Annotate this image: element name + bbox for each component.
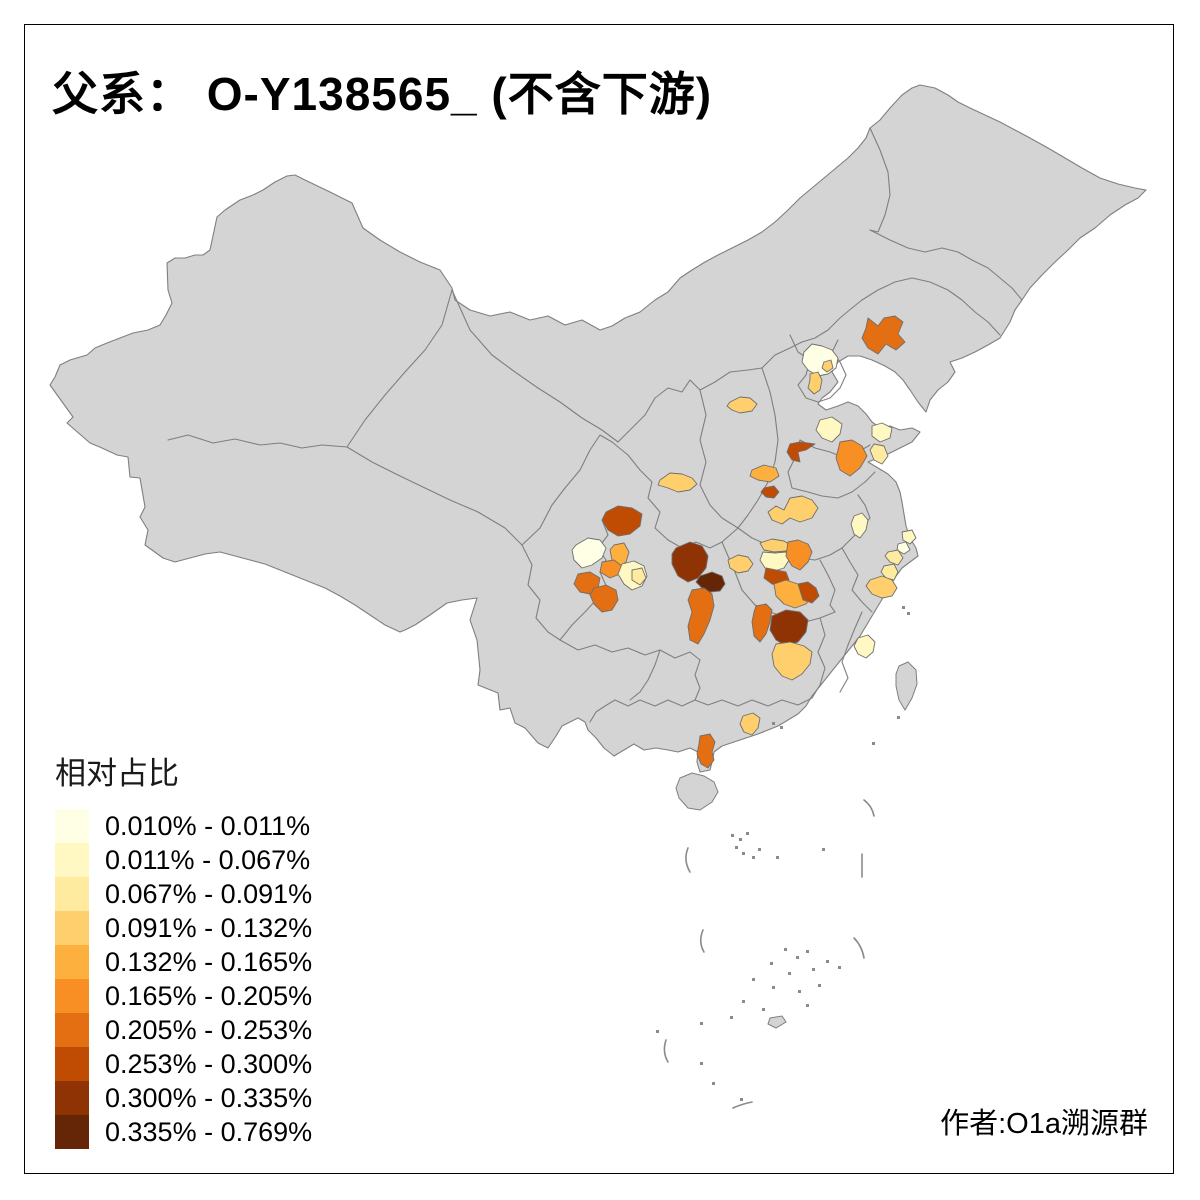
region-patch (657, 472, 698, 493)
legend-label: 0.300% - 0.335% (105, 1082, 313, 1113)
region-patch (884, 549, 904, 566)
region-patch (869, 443, 889, 465)
legend-swatch (55, 1047, 89, 1081)
legend-row: 0.067% - 0.091% (55, 877, 312, 911)
legend-swatch (55, 979, 89, 1013)
choropleth-patches (571, 315, 917, 769)
region-patch (785, 539, 813, 571)
legend-swatch (55, 877, 89, 911)
region-patch (896, 541, 911, 555)
legend-label: 0.165% - 0.205% (105, 980, 313, 1011)
legend-row: 0.132% - 0.165% (55, 945, 312, 979)
author-credit: 作者:O1a溯源群 (940, 1108, 1148, 1140)
islands (656, 606, 918, 1109)
legend-label: 0.205% - 0.253% (105, 1014, 313, 1045)
region-patch (671, 541, 709, 583)
region-patch (880, 563, 899, 581)
region-patch (760, 485, 780, 499)
legend-row: 0.253% - 0.300% (55, 1047, 312, 1081)
legend-label: 0.011% - 0.067% (105, 844, 311, 875)
region-patch (696, 733, 716, 769)
region-patch (571, 537, 607, 569)
region-patch (631, 567, 647, 586)
legend-swatch (55, 1013, 89, 1047)
legend-label: 0.253% - 0.300% (105, 1048, 313, 1079)
region-patch (739, 712, 761, 736)
legend-row: 0.205% - 0.253% (55, 1013, 312, 1047)
legend-row: 0.091% - 0.132% (55, 911, 312, 945)
region-patch (726, 396, 758, 414)
legend-label: 0.335% - 0.769% (105, 1116, 313, 1147)
legend-row: 0.300% - 0.335% (55, 1081, 312, 1115)
legend-swatch (55, 809, 89, 843)
region-patch (749, 464, 780, 483)
region-patch (901, 529, 917, 545)
legend-label: 0.132% - 0.165% (105, 946, 313, 977)
plot-frame (24, 24, 1174, 1174)
legend-swatch (55, 843, 89, 877)
region-patch (695, 571, 726, 593)
region-patch (786, 441, 816, 463)
region-patch (865, 575, 898, 599)
legend-swatch (55, 945, 89, 979)
region-patch (853, 634, 876, 659)
region-patch (687, 587, 715, 645)
legend-title: 相对占比 (55, 756, 179, 791)
region-patch (821, 359, 834, 373)
legend-swatch (55, 1081, 89, 1115)
legend-row: 0.011% - 0.067% (55, 843, 312, 877)
province-borders (167, 127, 1023, 723)
taiwan-island (895, 661, 918, 711)
region-patch (759, 551, 790, 572)
page-title: 父系： O-Y138565_ (不含下游) (52, 68, 713, 120)
region-patch (815, 416, 843, 443)
region-patch (835, 439, 868, 477)
legend-label: 0.067% - 0.091% (105, 878, 313, 909)
region-patch (797, 581, 820, 604)
pratas-island (767, 1015, 787, 1029)
legend-label: 0.091% - 0.132% (105, 912, 313, 943)
region-patch (807, 371, 823, 395)
china-mainland (49, 84, 1147, 773)
legend-rows: 0.010% - 0.011% 0.011% - 0.067% 0.067% - 0… (55, 809, 312, 1149)
region-patch (871, 422, 893, 443)
region-patch (850, 512, 869, 539)
legend-row: 0.010% - 0.011% (55, 809, 312, 843)
region-patch (589, 584, 619, 613)
legend-swatch (55, 1115, 89, 1149)
legend-swatch (55, 911, 89, 945)
region-patch (771, 641, 813, 681)
region-patch (601, 505, 643, 537)
hainan-island (675, 772, 719, 811)
region-patch (767, 495, 819, 525)
region-patch (769, 609, 809, 647)
legend-row: 0.165% - 0.205% (55, 979, 312, 1013)
region-patch (727, 554, 754, 574)
region-patch (861, 315, 906, 355)
region-patch (751, 603, 773, 643)
legend: 相对占比 0.010% - 0.011% 0.011% - 0.067% 0.067… (55, 748, 312, 1149)
legend-label: 0.010% - 0.011% (105, 810, 311, 841)
legend-row: 0.335% - 0.769% (55, 1115, 312, 1149)
